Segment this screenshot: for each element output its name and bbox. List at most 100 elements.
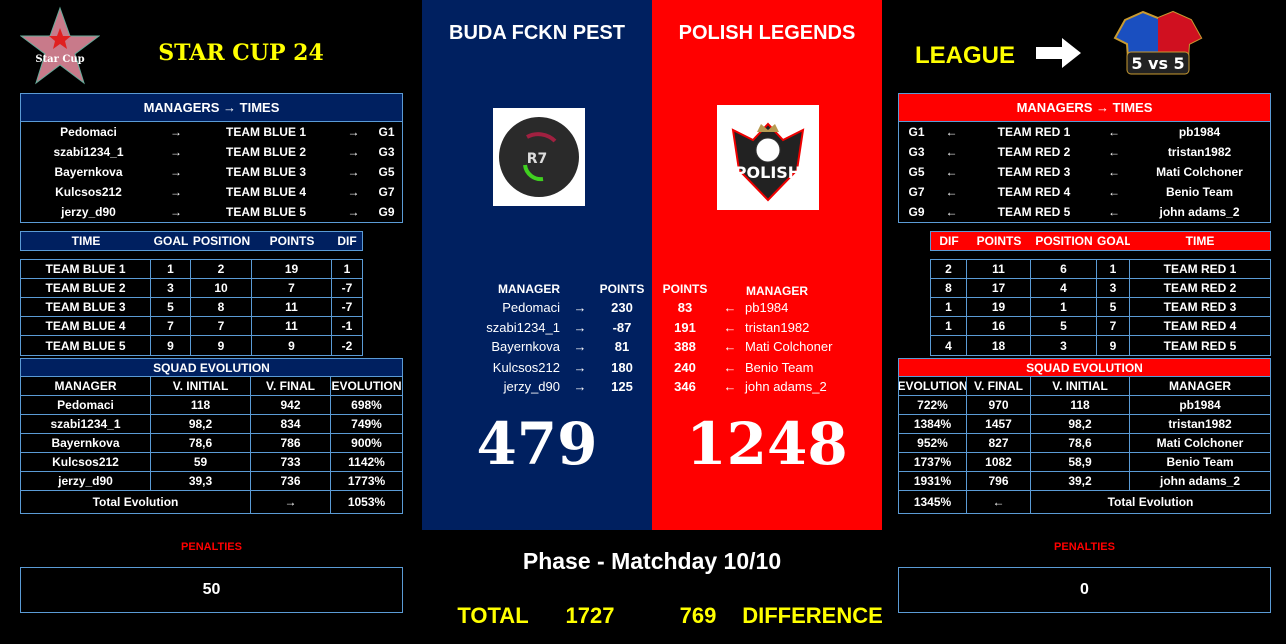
- arrow-right-icon: →: [573, 360, 587, 375]
- table-row: TEAM BLUE 5 9 9 9 -2: [21, 336, 362, 355]
- table-cell: 1: [931, 298, 967, 316]
- team: TEAM RED 2: [997, 145, 1071, 159]
- squad-title: SQUAD EVOLUTION: [153, 360, 270, 375]
- red-points-manager: Benio Team: [745, 360, 814, 375]
- arrow-right-icon: →: [573, 320, 587, 335]
- red-score: 1248: [686, 410, 848, 478]
- team: TEAM RED 1: [997, 125, 1071, 139]
- table-row: Kulcsos212 → TEAM BLUE 4 → G7: [21, 182, 402, 202]
- blue-points-manager: Bayernkova: [491, 339, 560, 354]
- column-header: V. FINAL: [251, 377, 331, 395]
- arrow-icon: →: [170, 165, 182, 179]
- table-cell: 7: [191, 317, 252, 335]
- red-points-value: 191: [674, 320, 696, 335]
- arrow-right-icon: →: [573, 300, 587, 315]
- group: G3: [378, 145, 395, 159]
- table-cell: 1457: [967, 415, 1031, 433]
- red-standings-header: DIF POINTS POSITION GOAL TIME: [930, 231, 1271, 251]
- arrow-left-icon: ←: [723, 300, 737, 315]
- column-header: TIME: [71, 234, 101, 248]
- column-header: POSITION: [192, 234, 251, 248]
- table-cell: jerzy_d90: [21, 472, 151, 490]
- table-cell: 9: [1097, 336, 1130, 355]
- group: G5: [908, 165, 925, 179]
- table-cell: 900%: [351, 436, 382, 450]
- arrow-left-icon: ←: [723, 320, 737, 335]
- table-cell: TEAM RED 3: [1163, 300, 1237, 314]
- table-cell: 98,2: [151, 415, 251, 433]
- table-cell: 1384%: [899, 415, 967, 433]
- table-cell: TEAM BLUE 5: [21, 336, 151, 355]
- league-label: LEAGUE: [914, 42, 1015, 69]
- table-row: G5 ← TEAM RED 3 ← Mati Colchoner: [899, 162, 1270, 182]
- squad-title: SQUAD EVOLUTION: [1026, 360, 1143, 375]
- blue-points-value: 125: [611, 379, 633, 394]
- red-points-header: POINTS: [662, 282, 708, 296]
- table-cell: 796: [967, 472, 1031, 490]
- table-row: Bayernkova → TEAM BLUE 3 → G5: [21, 162, 402, 182]
- table-row: Bayernkova 78,6 786 900%: [21, 434, 402, 453]
- table-cell: 17: [967, 279, 1031, 297]
- arrow-icon: →: [170, 125, 182, 139]
- table-cell: TEAM RED 4: [1163, 319, 1237, 333]
- blue-score: 479: [476, 410, 598, 478]
- table-cell: 698%: [351, 398, 382, 412]
- table-cell: 3: [1097, 279, 1130, 297]
- table-title: SQUAD EVOLUTION: [21, 359, 402, 377]
- total-evolution-value: 1345%: [899, 491, 967, 513]
- cup-title: STAR CUP 24: [158, 40, 324, 66]
- group: G9: [908, 205, 925, 219]
- table-cell: 722%: [899, 396, 967, 414]
- red-points-manager-header: MANAGER: [746, 284, 808, 298]
- red-standings-table: 2 11 6 1 TEAM RED 1 8 17 4 3 TEAM RED 2 1 19 1 5 TEAM …: [930, 259, 1271, 356]
- table-cell: 786: [251, 434, 331, 452]
- column-header: POSITION: [1035, 234, 1093, 248]
- arrow-icon: ←: [1108, 185, 1120, 199]
- table-cell: 1142%: [348, 455, 385, 469]
- red-points-manager: Mati Colchoner: [745, 339, 833, 354]
- column-header: GOAL: [153, 234, 189, 248]
- total-blue: 1727: [565, 603, 615, 628]
- header-row: MANAGER V. INITIAL V. FINAL EVOLUTION: [21, 377, 402, 396]
- table-cell: pb1984: [1179, 398, 1221, 412]
- header-row: EVOLUTION V. FINAL V. INITIAL MANAGER: [899, 377, 1270, 396]
- table-cell: 9: [252, 336, 332, 355]
- table-cell: 1: [931, 317, 967, 335]
- column-header: DIF: [337, 234, 357, 248]
- table-cell: 7: [151, 317, 191, 335]
- table-cell: 749%: [351, 417, 382, 431]
- team: TEAM BLUE 4: [225, 185, 306, 199]
- column-header: DIF: [939, 234, 959, 248]
- group: G5: [378, 165, 395, 179]
- blue-points-value: 81: [614, 339, 630, 354]
- manager: Kulcsos212: [55, 185, 122, 199]
- table-cell: 11: [967, 260, 1031, 278]
- table-cell: 970: [967, 396, 1031, 414]
- arrow-icon: ←: [945, 165, 958, 179]
- team: TEAM BLUE 2: [225, 145, 306, 159]
- arrow-icon: →: [347, 205, 360, 219]
- table-cell: 16: [967, 317, 1031, 335]
- blue-team-panel: [422, 0, 652, 530]
- table-cell: 98,2: [1031, 415, 1130, 433]
- table-cell: 7: [1097, 317, 1130, 335]
- total-evolution-value: 1053%: [347, 495, 386, 509]
- blue-points-header: POINTS: [599, 282, 645, 296]
- table-cell: 1931%: [899, 472, 967, 490]
- svg-text:5 vs 5: 5 vs 5: [1131, 54, 1184, 73]
- table-cell: 6: [1031, 260, 1097, 278]
- table-cell: 58,9: [1031, 453, 1130, 471]
- manager: pb1984: [1178, 125, 1221, 139]
- table-cell: 1: [1097, 260, 1130, 278]
- table-cell: 1: [151, 260, 191, 278]
- table-cell: Benio Team: [1166, 455, 1234, 469]
- table-row: 1 16 5 7 TEAM RED 4: [931, 317, 1270, 336]
- table-cell: 19: [252, 260, 332, 278]
- table-title: MANAGERS → TIMES: [21, 94, 402, 122]
- table-row: TEAM BLUE 2 3 10 7 -7: [21, 279, 362, 298]
- column-header: EVOLUTION: [899, 377, 967, 395]
- column-header: POINTS: [976, 234, 1022, 248]
- manager: szabi1234_1: [53, 145, 124, 159]
- table-cell: 5: [151, 298, 191, 316]
- manager: jerzy_d90: [61, 205, 116, 219]
